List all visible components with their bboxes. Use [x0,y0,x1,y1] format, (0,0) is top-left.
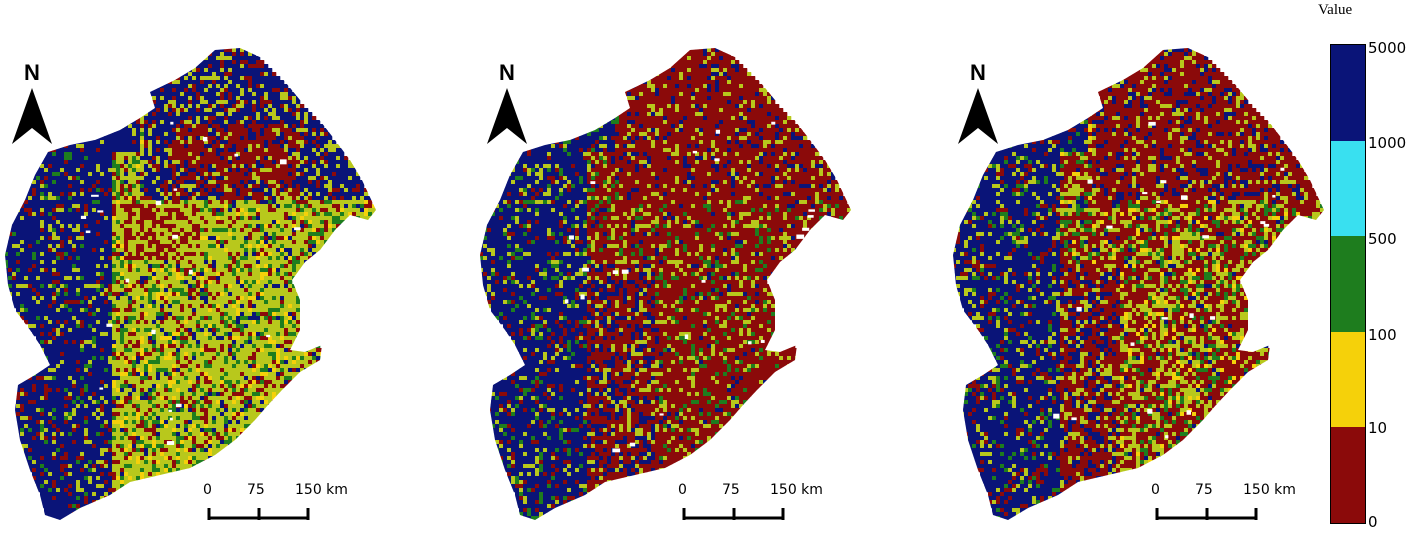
legend-tick-100: 100 [1368,326,1397,344]
scale-bar: 0 75 150 km [1151,482,1271,532]
map-panel-3: N 0 75 150 km [948,0,1358,535]
legend-tick-0: 0 [1368,513,1378,531]
raster-cells [952,48,1324,520]
map-panel-2: N 0 75 150 km [475,0,885,535]
scale-bar: 0 75 150 km [203,482,323,532]
raster-cells [479,48,851,520]
legend-color-bar [1330,44,1366,524]
scale-label-0: 0 [1151,482,1160,498]
legend-tick-10: 10 [1368,419,1387,437]
raster-cells [4,48,376,520]
map-panel-1: N 0 75 150 km [0,0,410,535]
legend-swatch-500-1000 [1331,141,1365,237]
north-arrow: N [487,60,527,160]
legend-title: Value [1318,2,1352,19]
north-arrow-icon [12,88,52,148]
region-map-3 [948,0,1358,535]
region-map-1 [0,0,410,535]
scale-label-75: 75 [1195,482,1213,498]
scale-label-150: 150 km [770,482,823,498]
scale-bar-line [678,500,798,540]
legend-tick-5000: 5000 [1368,39,1406,57]
scale-label-0: 0 [678,482,687,498]
north-label: N [487,60,527,86]
north-label: N [958,60,998,86]
legend: Value 5000 1000 500 100 10 0 [1310,0,1417,535]
north-arrow: N [12,60,52,160]
legend-tick-1000: 1000 [1368,134,1406,152]
scale-bar-line [203,500,323,540]
scale-label-75: 75 [247,482,265,498]
north-arrow-icon [958,88,998,148]
legend-swatch-10-100 [1331,332,1365,428]
scale-label-150: 150 km [295,482,348,498]
legend-swatch-1000-5000 [1331,45,1365,141]
north-arrow-icon [487,88,527,148]
legend-tick-500: 500 [1368,230,1397,248]
region-map-2 [475,0,885,535]
scale-label-75: 75 [722,482,740,498]
scale-bar-line [1151,500,1271,540]
legend-swatch-0-10 [1331,427,1365,523]
north-arrow: N [958,60,998,160]
scale-label-150: 150 km [1243,482,1296,498]
north-label: N [12,60,52,86]
scale-bar: 0 75 150 km [678,482,798,532]
legend-swatch-100-500 [1331,236,1365,332]
scale-label-0: 0 [203,482,212,498]
